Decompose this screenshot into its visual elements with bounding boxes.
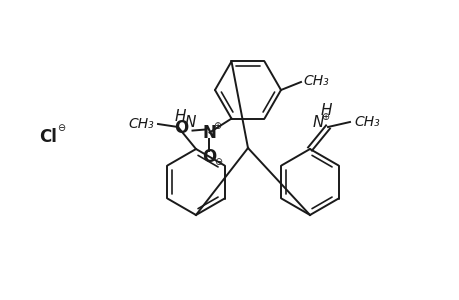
- Text: N: N: [202, 124, 216, 142]
- Text: ⊕: ⊕: [213, 121, 221, 130]
- Text: CH₃: CH₃: [353, 115, 379, 129]
- Text: ⊕: ⊕: [320, 112, 328, 122]
- Text: ⊖: ⊖: [57, 123, 65, 133]
- Text: H: H: [319, 103, 331, 118]
- Text: O: O: [202, 148, 216, 166]
- Text: ⊖: ⊖: [214, 157, 222, 166]
- Text: N: N: [184, 115, 195, 130]
- Text: O: O: [174, 118, 188, 136]
- Text: CH₃: CH₃: [302, 74, 328, 88]
- Text: N: N: [312, 115, 323, 130]
- Text: H: H: [174, 109, 185, 124]
- Text: Cl: Cl: [39, 128, 57, 146]
- Text: CH₃: CH₃: [128, 117, 154, 131]
